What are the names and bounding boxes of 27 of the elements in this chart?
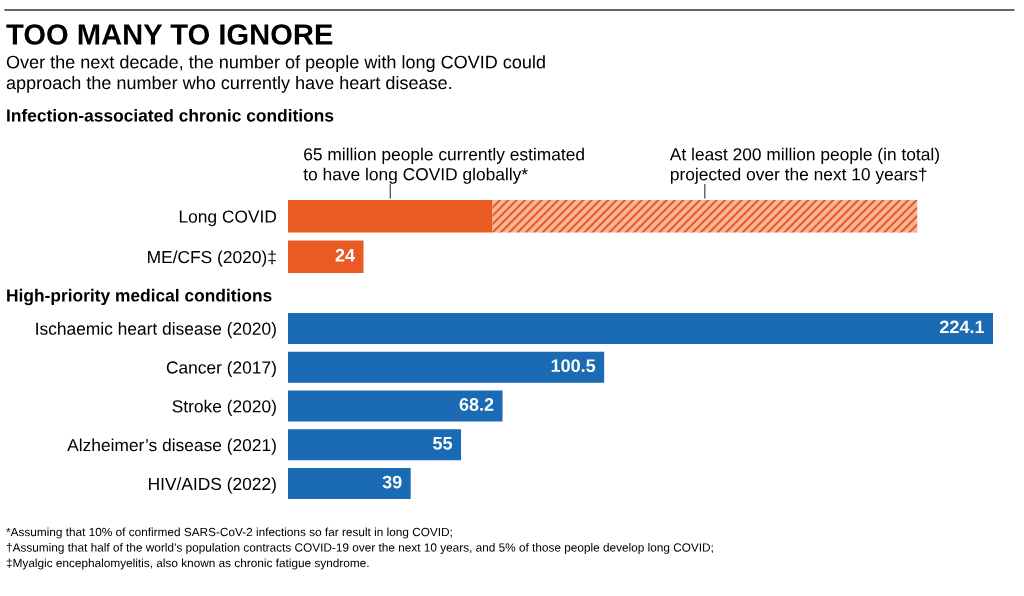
y-tick-label: Cancer (2017) — [166, 360, 276, 378]
data-label: 100.5 — [551, 359, 596, 373]
bar — [288, 429, 462, 461]
text: At least 200 million people (in total) projected over the next 10 years† — [669, 147, 939, 184]
text: ‡Myalgic encephalomyelitis, also known as chronic fatigue syndrome. — [6, 558, 369, 570]
y-tick-label: HIV/AIDS (2022) — [149, 477, 276, 494]
bar — [288, 390, 503, 422]
y-tick-label: Stroke (2020) — [172, 399, 276, 416]
bar — [288, 351, 605, 383]
text: †Assuming that half of the world’s population contracts COVID-19 over the next 10 years, and 5% of those people develop long COVID; — [6, 543, 713, 554]
y-tick-label: Ischaemic heart disease (2020) — [36, 322, 276, 339]
y-axis-title: High-priority medical conditions — [7, 288, 272, 306]
y-axis-title: Infection-associated chronic conditions — [7, 108, 334, 122]
chart-subtitle: Over the next decade, the number of people with long COVID could approach the number who currently have heart disease. — [6, 55, 545, 93]
bar — [288, 312, 993, 344]
y-tick-label: Alzheimer’s disease (2021) — [67, 438, 276, 455]
data-label: 39 — [382, 475, 402, 489]
y-tick-label: Long COVID — [179, 210, 277, 227]
data-label: 55 — [433, 437, 453, 450]
data-label: 24 — [335, 248, 355, 262]
data-label: 68.2 — [459, 398, 494, 411]
text: 65 million people currently estimated to have long COVID globally* — [303, 147, 584, 184]
bar — [288, 468, 411, 500]
chart-title: TOO MANY TO IGNORE — [6, 24, 333, 45]
text: *Assuming that 10% of confirmed SARS-CoV-2 infections so far result in long COVID; — [6, 527, 452, 539]
data-label: 224.1 — [939, 320, 985, 334]
y-tick-label: ME/CFS (2020)‡ — [148, 250, 276, 267]
